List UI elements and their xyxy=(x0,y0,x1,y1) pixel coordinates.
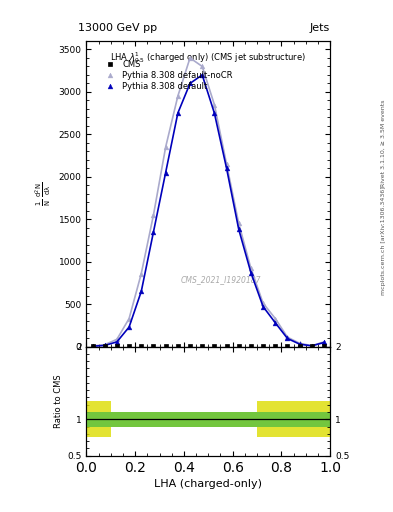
Pythia 8.308 default xyxy=(322,339,327,346)
Pythia 8.308 default-noCR xyxy=(310,343,314,349)
Pythia 8.308 default xyxy=(115,339,119,345)
Text: LHA $\lambda^{1}_{0.5}$ (charged only) (CMS jet substructure): LHA $\lambda^{1}_{0.5}$ (charged only) (… xyxy=(110,50,306,65)
Pythia 8.308 default-noCR xyxy=(151,212,156,218)
Text: mcplots.cern.ch [arXiv:1306.3436]: mcplots.cern.ch [arXiv:1306.3436] xyxy=(381,186,386,295)
Pythia 8.308 default-noCR xyxy=(224,161,229,167)
Pythia 8.308 default xyxy=(127,324,132,330)
Pythia 8.308 default-noCR xyxy=(200,63,205,70)
Text: Rivet 3.1.10, ≥ 3.5M events: Rivet 3.1.10, ≥ 3.5M events xyxy=(381,100,386,187)
Line: CMS: CMS xyxy=(90,344,326,349)
CMS xyxy=(261,344,266,350)
Pythia 8.308 default xyxy=(237,226,241,232)
Pythia 8.308 default-noCR xyxy=(175,93,180,99)
Text: CMS_2021_I1920187: CMS_2021_I1920187 xyxy=(180,275,261,284)
Pythia 8.308 default-noCR xyxy=(188,55,193,61)
CMS xyxy=(102,344,107,350)
Pythia 8.308 default xyxy=(285,335,290,342)
Y-axis label: $\mathregular{\frac{1}{N}\ \frac{d^{2}N}{d\lambda}}$: $\mathregular{\frac{1}{N}\ \frac{d^{2}N}… xyxy=(33,182,53,206)
CMS xyxy=(224,344,229,350)
Pythia 8.308 default-noCR xyxy=(298,340,302,347)
Pythia 8.308 default-noCR xyxy=(127,315,132,322)
Pythia 8.308 default-noCR xyxy=(237,220,241,226)
Pythia 8.308 default-noCR xyxy=(163,144,168,150)
CMS xyxy=(175,344,180,350)
Pythia 8.308 default xyxy=(310,343,314,349)
Pythia 8.308 default-noCR xyxy=(249,265,253,271)
Pythia 8.308 default xyxy=(90,343,95,349)
Text: 13000 GeV pp: 13000 GeV pp xyxy=(78,23,158,33)
Pythia 8.308 default xyxy=(151,229,156,235)
Pythia 8.308 default xyxy=(175,110,180,116)
X-axis label: LHA (charged-only): LHA (charged-only) xyxy=(154,479,262,489)
Pythia 8.308 default xyxy=(163,169,168,176)
CMS xyxy=(322,344,327,350)
Pythia 8.308 default xyxy=(102,343,107,349)
CMS xyxy=(212,344,217,350)
CMS xyxy=(90,344,95,350)
Pythia 8.308 default xyxy=(298,341,302,347)
Line: Pythia 8.308 default: Pythia 8.308 default xyxy=(90,73,327,349)
CMS xyxy=(188,344,193,350)
CMS xyxy=(310,344,314,350)
Pythia 8.308 default-noCR xyxy=(285,334,290,340)
CMS xyxy=(237,344,241,350)
Pythia 8.308 default xyxy=(212,110,217,116)
Pythia 8.308 default xyxy=(273,319,278,326)
Legend: CMS, Pythia 8.308 default-noCR, Pythia 8.308 default: CMS, Pythia 8.308 default-noCR, Pythia 8… xyxy=(100,57,235,94)
Pythia 8.308 default-noCR xyxy=(102,342,107,348)
CMS xyxy=(273,344,278,350)
CMS xyxy=(151,344,156,350)
Line: Pythia 8.308 default-noCR: Pythia 8.308 default-noCR xyxy=(90,55,327,348)
Pythia 8.308 default xyxy=(200,72,205,78)
CMS xyxy=(249,344,253,350)
Pythia 8.308 default-noCR xyxy=(115,336,119,343)
CMS xyxy=(200,344,205,350)
Pythia 8.308 default-noCR xyxy=(212,101,217,108)
CMS xyxy=(163,344,168,350)
Pythia 8.308 default xyxy=(139,288,144,294)
Pythia 8.308 default-noCR xyxy=(273,315,278,322)
CMS xyxy=(139,344,144,350)
CMS xyxy=(285,344,290,350)
Pythia 8.308 default xyxy=(249,270,253,276)
Pythia 8.308 default-noCR xyxy=(139,270,144,276)
Pythia 8.308 default-noCR xyxy=(322,339,327,345)
Pythia 8.308 default-noCR xyxy=(90,343,95,349)
CMS xyxy=(115,344,119,350)
Pythia 8.308 default xyxy=(188,80,193,87)
Pythia 8.308 default-noCR xyxy=(261,300,266,306)
Text: Jets: Jets xyxy=(310,23,330,33)
Y-axis label: Ratio to CMS: Ratio to CMS xyxy=(54,374,63,428)
CMS xyxy=(127,344,132,350)
CMS xyxy=(298,344,302,350)
Pythia 8.308 default xyxy=(224,165,229,172)
Pythia 8.308 default xyxy=(261,304,266,310)
